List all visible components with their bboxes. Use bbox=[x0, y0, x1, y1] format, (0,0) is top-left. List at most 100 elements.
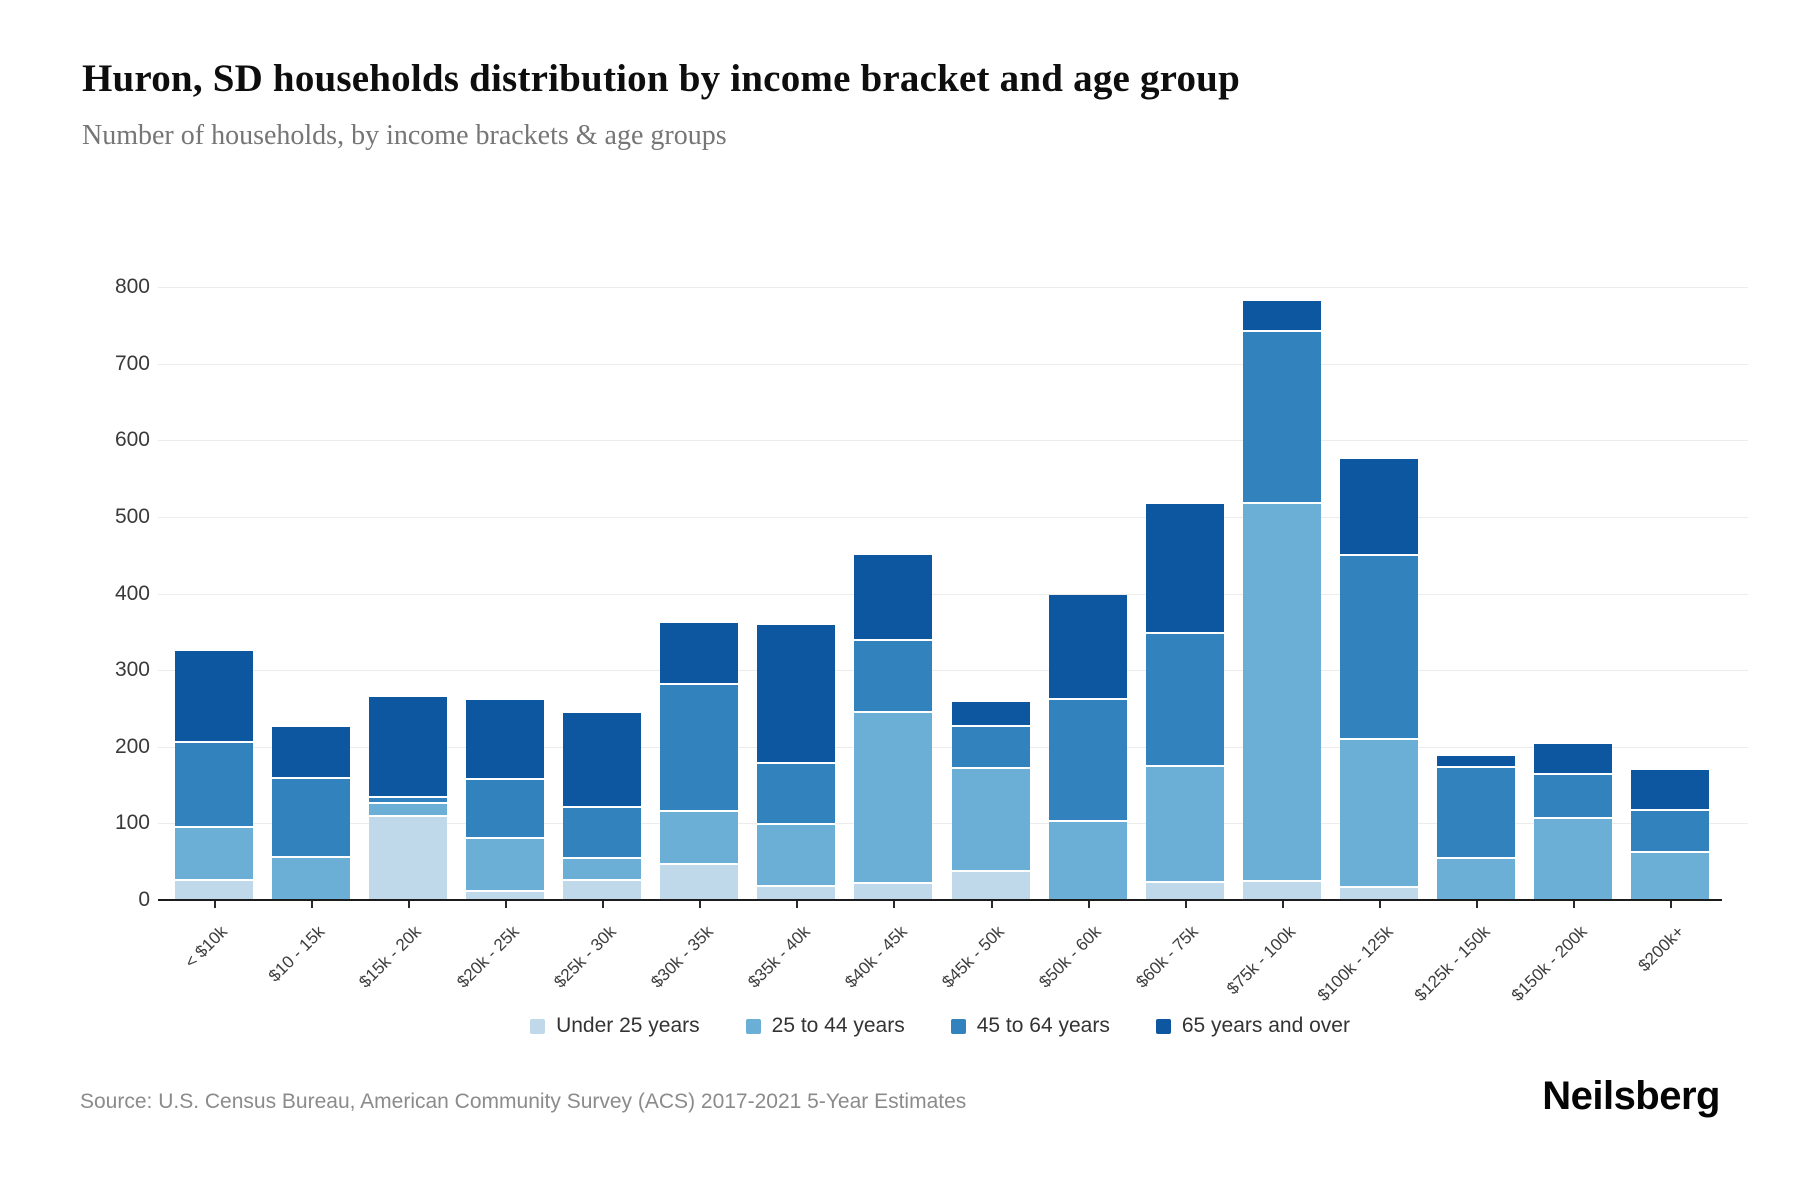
gridline bbox=[158, 440, 1748, 442]
bar-segment[interactable] bbox=[1437, 755, 1516, 766]
bar-segment[interactable] bbox=[1631, 809, 1710, 851]
bar-segment[interactable] bbox=[465, 837, 544, 891]
bar-segment[interactable] bbox=[368, 796, 447, 802]
bar-segment[interactable] bbox=[1242, 329, 1321, 503]
bar-segment[interactable] bbox=[1534, 817, 1613, 900]
bar-$40k - 45k bbox=[854, 555, 933, 900]
bar-segment[interactable] bbox=[854, 881, 933, 900]
bar-segment[interactable] bbox=[465, 778, 544, 838]
bar-$100k - 125k bbox=[1340, 459, 1419, 900]
x-axis-tick-label: $125k - 150k bbox=[1410, 922, 1494, 1005]
x-axis-tick bbox=[990, 900, 993, 908]
bar-segment[interactable] bbox=[174, 826, 253, 879]
bar-segment[interactable] bbox=[757, 884, 836, 900]
legend-item[interactable]: 65 years and over bbox=[1155, 1014, 1350, 1038]
legend-swatch-icon bbox=[950, 1018, 966, 1034]
legend-label: Under 25 years bbox=[556, 1014, 700, 1037]
bar-segment[interactable] bbox=[1340, 554, 1419, 739]
brand-logo: Neilsberg bbox=[1542, 1074, 1720, 1118]
bar-segment[interactable] bbox=[854, 639, 933, 712]
x-axis-tick-label: $150k - 200k bbox=[1507, 922, 1591, 1005]
bar-segment[interactable] bbox=[271, 776, 350, 857]
bar-$10 - 15k bbox=[271, 726, 350, 900]
legend-item[interactable]: 45 to 64 years bbox=[950, 1014, 1110, 1038]
bar-segment[interactable] bbox=[1242, 880, 1321, 900]
x-axis-tick bbox=[1087, 900, 1090, 908]
x-axis-tick bbox=[407, 900, 410, 908]
bar-segment[interactable] bbox=[660, 809, 739, 864]
bar-segment[interactable] bbox=[951, 870, 1030, 900]
x-axis-tick-label: $45k - 50k bbox=[938, 922, 1008, 992]
bar-segment[interactable] bbox=[563, 806, 641, 858]
legend: Under 25 years 25 to 44 years 45 to 64 yea… bbox=[160, 1014, 1720, 1038]
bar-segment[interactable] bbox=[368, 696, 447, 797]
bar-segment[interactable] bbox=[951, 725, 1030, 767]
bar-segment[interactable] bbox=[660, 863, 739, 900]
bar-$50k - 60k bbox=[1048, 595, 1127, 900]
bar-segment[interactable] bbox=[660, 683, 739, 810]
bar-segment[interactable] bbox=[1242, 300, 1321, 330]
bar-segment[interactable] bbox=[1145, 631, 1224, 766]
legend-label: 25 to 44 years bbox=[771, 1014, 905, 1037]
bar-segment[interactable] bbox=[854, 555, 933, 640]
bar-segment[interactable] bbox=[1145, 880, 1224, 900]
bar-segment[interactable] bbox=[1631, 850, 1710, 900]
bar-segment[interactable] bbox=[563, 857, 641, 879]
x-axis-tick-label: $15k - 20k bbox=[355, 922, 426, 992]
y-axis-tick-label: 400 bbox=[114, 581, 150, 605]
bar-$35k - 40k bbox=[757, 624, 836, 900]
bar-segment[interactable] bbox=[1631, 769, 1710, 810]
bar-segment[interactable] bbox=[951, 701, 1030, 726]
bar-$45k - 50k bbox=[951, 701, 1030, 901]
bar-segment[interactable] bbox=[1145, 503, 1224, 632]
bar-segment[interactable] bbox=[1534, 772, 1613, 818]
legend-item[interactable]: 25 to 44 years bbox=[745, 1014, 905, 1038]
bar-segment[interactable] bbox=[1048, 595, 1127, 699]
x-axis-tick-label: $200k+ bbox=[1634, 922, 1688, 976]
bar-segment[interactable] bbox=[660, 623, 739, 684]
x-axis-tick bbox=[310, 900, 313, 908]
x-axis-line bbox=[158, 899, 1722, 901]
bar-segment[interactable] bbox=[1437, 765, 1516, 858]
x-axis-tick-label: $30k - 35k bbox=[647, 922, 717, 992]
bar-segment[interactable] bbox=[951, 766, 1030, 871]
bar-segment[interactable] bbox=[1340, 886, 1419, 900]
source-text: Source: U.S. Census Bureau, American Com… bbox=[80, 1090, 967, 1113]
bar-$15k - 20k bbox=[368, 696, 447, 900]
bar-segment[interactable] bbox=[1340, 738, 1419, 887]
x-axis-tick bbox=[893, 900, 896, 908]
bar-segment[interactable] bbox=[368, 814, 447, 900]
bar-segment[interactable] bbox=[465, 700, 544, 779]
legend-item[interactable]: Under 25 years bbox=[530, 1014, 700, 1038]
bar-segment[interactable] bbox=[757, 823, 836, 885]
bar-segment[interactable] bbox=[1534, 743, 1613, 773]
y-axis-tick-label: 100 bbox=[114, 811, 150, 835]
bar-segment[interactable] bbox=[271, 726, 350, 777]
bar-segment[interactable] bbox=[174, 878, 253, 900]
bar-segment[interactable] bbox=[1145, 765, 1224, 881]
bar-segment[interactable] bbox=[757, 624, 836, 763]
x-axis-tick bbox=[1670, 900, 1673, 908]
bar-segment[interactable] bbox=[854, 711, 933, 882]
y-axis-tick-label: 300 bbox=[114, 658, 150, 682]
bar-segment[interactable] bbox=[1048, 820, 1127, 900]
x-axis-tick-label: $10 - 15k bbox=[264, 922, 329, 986]
bar-segment[interactable] bbox=[1437, 857, 1516, 900]
bar-segment[interactable] bbox=[271, 856, 350, 900]
bar-segment[interactable] bbox=[368, 801, 447, 815]
legend-label: 45 to 64 years bbox=[976, 1014, 1110, 1037]
bar-segment[interactable] bbox=[174, 651, 253, 742]
bar-segment[interactable] bbox=[563, 878, 641, 900]
x-axis-tick bbox=[796, 900, 799, 908]
bar-segment[interactable] bbox=[563, 713, 641, 807]
bar-segment[interactable] bbox=[757, 762, 836, 824]
bar-segment[interactable] bbox=[465, 890, 544, 901]
bar-segment[interactable] bbox=[1242, 502, 1321, 881]
bar-segment[interactable] bbox=[1048, 698, 1127, 821]
bar-segment[interactable] bbox=[1340, 459, 1419, 555]
legend-swatch-icon bbox=[1155, 1018, 1171, 1034]
x-axis-tick bbox=[504, 900, 507, 908]
gridline bbox=[158, 516, 1748, 518]
bar-segment[interactable] bbox=[174, 741, 253, 827]
